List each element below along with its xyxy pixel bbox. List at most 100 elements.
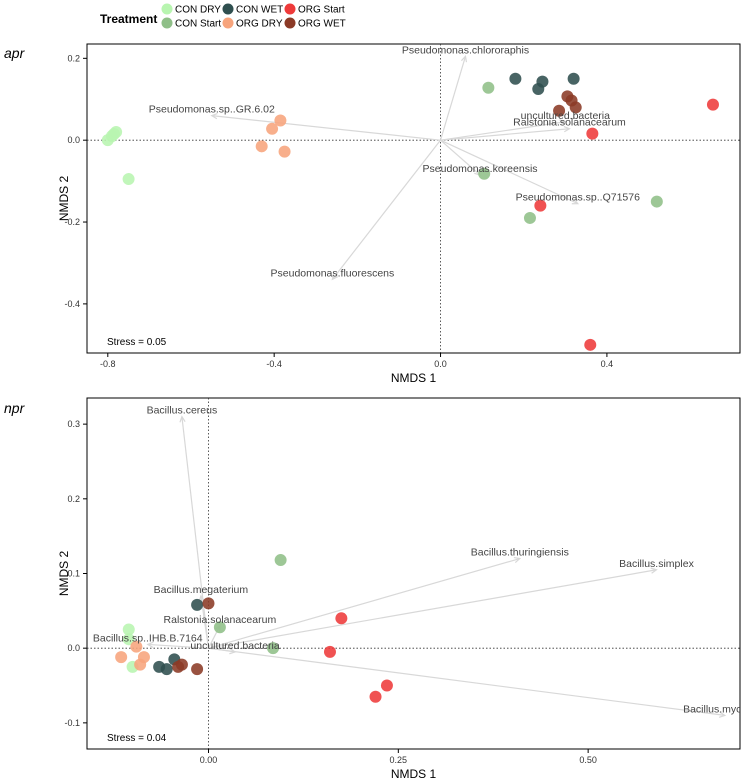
vector-arrowhead: [461, 54, 468, 63]
vector-arrowhead: [513, 556, 522, 564]
vector-arrowhead: [718, 711, 727, 718]
vector-arrowhead: [210, 113, 218, 120]
legend: Treatment CON DRY CON Start CON WET ORG DRY…: [100, 3, 346, 30]
point-org-start: [380, 679, 393, 692]
y-tick-label: 0.2: [67, 53, 80, 63]
point-org-dry: [255, 140, 268, 153]
point-org-wet: [175, 658, 188, 671]
y-tick-label: 0.0: [67, 135, 80, 145]
plot-area: Pseudomonas.chlororaphis Pseudomonas.sp..…: [101, 44, 719, 351]
vector-label: Bacillus.cereus: [147, 405, 218, 417]
point-org-dry: [266, 122, 279, 135]
vector-label: Ralstonia.solanacearum: [513, 117, 626, 129]
vector-arrow: [331, 139, 442, 280]
vector-arrowhead: [559, 119, 567, 126]
point-con-wet: [509, 72, 522, 85]
vector-arrow: [147, 643, 209, 649]
legend-label: ORG DRY: [236, 19, 283, 30]
y-axis-label: NMDS 2: [57, 551, 71, 597]
vector-label: Bacillus.thuringiensis: [471, 547, 569, 559]
plot-area: Bacillus.cereus Bacillus.thuringiensis Bac…: [93, 405, 743, 718]
x-axis-label: NMDS 1: [391, 371, 437, 385]
plot-frame: [86, 43, 741, 354]
legend-key-con-dry: [161, 3, 173, 15]
y-tick-label: 0.1: [67, 569, 80, 579]
point-org-start: [584, 338, 597, 351]
x-tick-label: 0.25: [390, 755, 408, 765]
vector-arrow: [208, 557, 520, 649]
point-org-wet: [202, 597, 215, 610]
point-org-wet: [569, 101, 582, 114]
x-tick-label: 0.50: [579, 755, 597, 765]
legend-label: CON DRY: [175, 5, 221, 16]
plot-frame: [86, 397, 741, 750]
point-con-dry: [122, 623, 135, 636]
legend-title: Treatment: [100, 12, 157, 26]
vector-arrowhead: [331, 273, 339, 281]
point-con-wet: [536, 75, 549, 88]
vector-arrow: [208, 569, 657, 649]
vector-label: Ralstonia.solanacearum: [164, 614, 277, 626]
legend-key-org-wet: [284, 17, 296, 29]
y-tick-label: 0.3: [67, 419, 80, 429]
vector-label: Pseudomonas.chlororaphis: [402, 44, 529, 56]
vector-label: Bacillus.sp..IHB.B.7164: [93, 632, 203, 644]
point-con-wet: [160, 663, 173, 676]
point-org-dry: [130, 640, 143, 653]
point-org-dry: [137, 651, 150, 664]
legend-label: ORG WET: [298, 19, 346, 30]
vector-arrow: [440, 139, 579, 205]
point-org-start: [534, 199, 547, 212]
y-tick-label: 0.2: [67, 494, 80, 504]
point-con-start: [523, 211, 536, 224]
stress-label: Stress = 0.05: [107, 337, 167, 348]
y-tick-label: -0.1: [64, 718, 80, 728]
vector-arrowhead: [146, 641, 154, 648]
point-con-dry: [122, 633, 135, 646]
legend-label: CON WET: [236, 5, 283, 16]
point-org-wet: [553, 104, 566, 117]
point-con-dry: [122, 173, 135, 186]
point-con-start: [650, 195, 663, 208]
vector-label: Pseudomonas.sp..Q71576: [516, 192, 640, 204]
vector-arrow: [439, 56, 467, 141]
point-org-start: [706, 98, 719, 111]
point-con-wet: [567, 72, 580, 85]
vector-label: uncultured.bacteria: [521, 110, 610, 122]
point-con-start: [274, 554, 287, 567]
x-tick-label: -0.8: [100, 359, 116, 369]
x-axis-label: NMDS 1: [391, 767, 437, 781]
vector-label: uncultured.bacteria: [190, 640, 279, 652]
point-org-start: [323, 645, 336, 658]
vector-label: Bacillus.megaterium: [154, 584, 249, 596]
point-org-start: [369, 690, 382, 703]
legend-key-con-start: [161, 17, 173, 29]
point-con-dry: [110, 125, 123, 138]
vector-arrow: [181, 416, 210, 649]
vector-arrowhead: [650, 567, 658, 574]
vector-label: Pseudomonas.fluorescens: [271, 267, 395, 279]
point-con-wet: [191, 598, 204, 611]
point-org-dry: [278, 145, 291, 158]
vector-arrow: [440, 128, 570, 141]
vector-label: Bacillus.simplex: [619, 558, 694, 570]
y-axis-label: NMDS 2: [57, 176, 71, 222]
vector-arrow: [211, 115, 441, 141]
x-tick-label: 0.00: [200, 755, 218, 765]
vector-arrowhead: [571, 198, 580, 205]
vector-label: Pseudomonas.koreensis: [423, 163, 538, 175]
x-tick-label: -0.4: [266, 359, 282, 369]
point-org-wet: [191, 663, 204, 676]
vector-arrow: [440, 121, 566, 141]
panels: apr -0.8 -0.4 0.0 0.4 0.2 0.0 -0.2 -0.4 NMDS 1 NMD…: [4, 43, 743, 781]
y-tick-label: -0.4: [64, 299, 80, 309]
stress-label: Stress = 0.04: [107, 733, 167, 744]
point-con-start: [213, 621, 226, 634]
vector-label: Bacillus.mycoides: [683, 703, 743, 715]
y-tick-label: 0.0: [67, 643, 80, 653]
point-con-start: [267, 642, 280, 655]
legend-label: ORG Start: [298, 5, 345, 16]
point-org-dry: [115, 651, 128, 664]
vector-arrow: [208, 647, 725, 716]
